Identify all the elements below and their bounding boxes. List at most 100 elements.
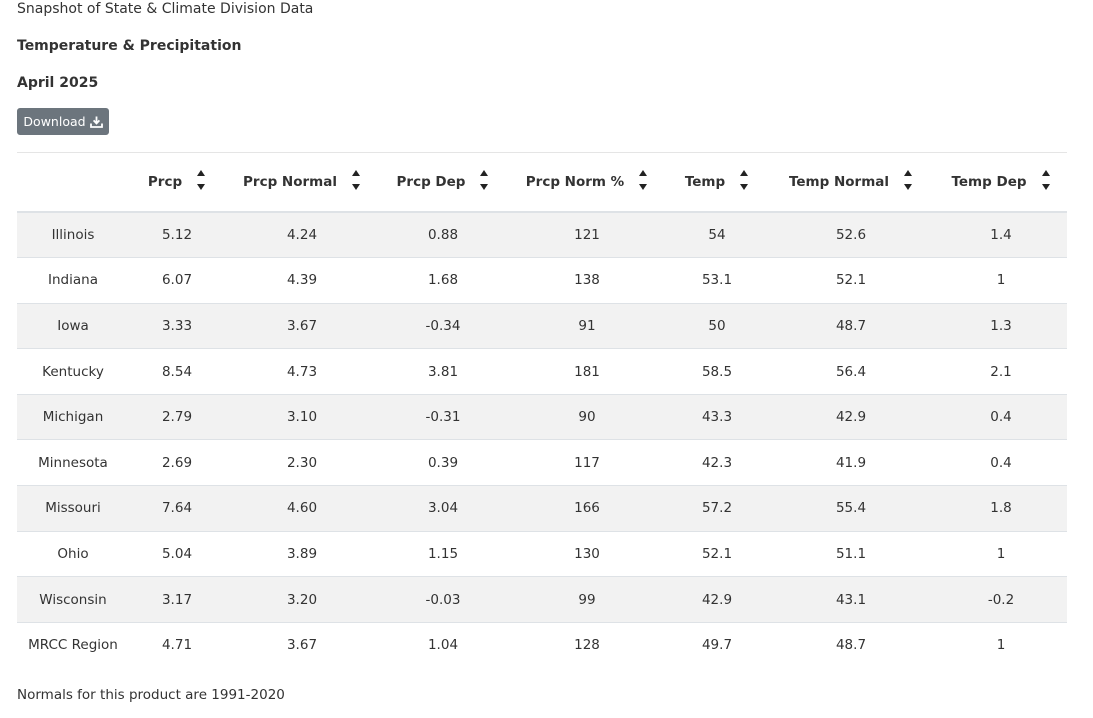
sort-icon[interactable] [479, 168, 489, 196]
page-title: Snapshot of State & Climate Division Dat… [17, 1, 314, 17]
table-cell: 91 [578, 317, 596, 334]
table-cell: -0.2 [987, 591, 1015, 608]
table-row: Kentucky 8.54 4.73 3.81 181 58.5 56.4 2.1 [17, 348, 1067, 395]
row-label-cell: Wisconsin [39, 591, 107, 608]
column-header-label: Prcp Normal [243, 173, 337, 190]
table-cell: 57.2 [701, 500, 733, 517]
table-cell: 90 [578, 409, 596, 426]
table-row: Illinois 5.12 4.24 0.88 121 54 52.6 1.4 [17, 212, 1067, 258]
table-cell: 1.15 [427, 545, 459, 562]
download-button[interactable]: Download [17, 108, 109, 135]
table-cell: 121 [574, 227, 600, 244]
table-cell: -0.34 [425, 317, 461, 334]
table-body: Illinois 5.12 4.24 0.88 121 54 52.6 1.4 Indiana 6… [17, 212, 1067, 668]
table-cell: 56.4 [835, 363, 867, 380]
column-header[interactable]: Temp Normal [767, 152, 935, 212]
table-cell: 4.73 [286, 363, 318, 380]
table-row: Minnesota 2.69 2.30 0.39 117 42.3 41.9 0.4 [17, 439, 1067, 486]
table-cell: 3.10 [286, 409, 318, 426]
table-row: Indiana 6.07 4.39 1.68 138 53.1 52.1 1 [17, 257, 1067, 304]
table-cell: 2.30 [286, 454, 318, 471]
table-cell: 3.04 [427, 500, 459, 517]
column-header-label: Prcp Dep [396, 173, 466, 190]
table-cell: 42.3 [701, 454, 733, 471]
table-cell: 1 [996, 272, 1006, 289]
table-cell: 0.4 [990, 409, 1012, 426]
table-cell: 0.4 [990, 454, 1012, 471]
column-header[interactable]: Prcp Norm % [507, 152, 667, 212]
column-header-inner: Prcp Dep [397, 168, 490, 196]
table-cell: 166 [574, 500, 600, 517]
data-table: Prcp Prcp Normal Prcp Dep Prcp Norm % Temp Te… [17, 152, 1067, 668]
table-cell: 41.9 [835, 454, 867, 471]
table-cell: -0.03 [425, 591, 461, 608]
column-header[interactable]: Prcp Normal [225, 152, 379, 212]
row-label-cell: MRCC Region [28, 637, 118, 654]
column-header-inner: Temp Dep [951, 168, 1050, 196]
table-cell: 4.39 [286, 272, 318, 289]
table-cell: 1 [996, 637, 1006, 654]
table-cell: 1.4 [990, 227, 1012, 244]
table-cell: 4.60 [286, 500, 318, 517]
sort-icon[interactable] [903, 168, 913, 196]
table-row: Ohio 5.04 3.89 1.15 130 52.1 51.1 1 [17, 531, 1067, 577]
table-cell: 2.79 [161, 409, 193, 426]
download-label: Download [23, 114, 86, 129]
row-label-cell: Ohio [57, 545, 89, 562]
table-cell: 43.1 [835, 591, 867, 608]
table-cell: 2.69 [161, 454, 193, 471]
row-label-cell: Kentucky [42, 363, 104, 380]
column-header-label: Prcp [147, 173, 183, 190]
table-row: Wisconsin 3.17 3.20 -0.03 99 42.9 43.1 -0.2 [17, 576, 1067, 623]
footnote: Normals for this product are 1991-2020 [17, 687, 285, 703]
column-header-inner: Temp Normal [789, 168, 913, 196]
table-cell: 50 [708, 317, 726, 334]
subtitle: Temperature & Precipitation [17, 38, 242, 54]
table-cell: 5.12 [161, 227, 193, 244]
table-row: Iowa 3.33 3.67 -0.34 91 50 48.7 1.3 [17, 303, 1067, 349]
sort-icon[interactable] [351, 168, 361, 196]
table-cell: 54 [708, 227, 726, 244]
table-cell: 3.20 [286, 591, 318, 608]
column-header[interactable]: Prcp Dep [379, 152, 507, 212]
table-header-row: Prcp Prcp Normal Prcp Dep Prcp Norm % Temp Te… [17, 152, 1067, 212]
table-cell: 1.8 [990, 500, 1012, 517]
column-header-label: Temp Normal [788, 173, 890, 190]
table-cell: 0.39 [427, 454, 459, 471]
table-cell: 49.7 [701, 637, 733, 654]
sort-icon[interactable] [638, 168, 648, 196]
sort-icon[interactable] [739, 168, 749, 196]
sort-icon[interactable] [196, 168, 206, 196]
row-label-cell: Indiana [48, 272, 98, 289]
table-cell: -0.31 [425, 409, 461, 426]
table-cell: 3.67 [286, 317, 318, 334]
table-cell: 0.88 [427, 227, 459, 244]
table-cell: 52.1 [701, 545, 733, 562]
table-cell: 52.1 [835, 272, 867, 289]
table-row: Missouri 7.64 4.60 3.04 166 57.2 55.4 1.8 [17, 485, 1067, 532]
table-cell: 1 [996, 545, 1006, 562]
table-cell: 7.64 [161, 500, 193, 517]
table-cell: 42.9 [701, 591, 733, 608]
table-cell: 128 [574, 637, 600, 654]
sort-icon[interactable] [1041, 168, 1051, 196]
table-top-border [17, 152, 1067, 153]
table-cell: 3.17 [161, 591, 193, 608]
column-header-label: Prcp Norm % [525, 173, 625, 190]
column-header-inner: Prcp Normal [243, 168, 361, 196]
column-header-inner: Prcp [148, 168, 206, 196]
row-label-cell: Michigan [42, 409, 104, 426]
table-cell: 138 [574, 272, 600, 289]
table-cell: 5.04 [161, 545, 193, 562]
table-cell: 3.89 [286, 545, 318, 562]
column-header[interactable]: Prcp [129, 152, 225, 212]
table-cell: 6.07 [161, 272, 193, 289]
table-cell: 4.24 [286, 227, 318, 244]
download-icon [89, 116, 103, 128]
table-cell: 3.33 [161, 317, 193, 334]
table-cell: 99 [578, 591, 596, 608]
column-header[interactable]: Temp Dep [935, 152, 1067, 212]
period-label: April 2025 [17, 75, 99, 91]
column-header[interactable]: Temp [667, 152, 767, 212]
